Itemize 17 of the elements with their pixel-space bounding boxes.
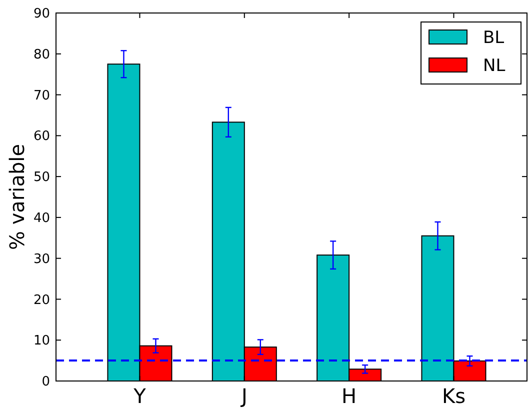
legend-label: NL bbox=[483, 56, 506, 76]
legend-label: BL bbox=[483, 28, 505, 48]
y-tick-label: 80 bbox=[33, 47, 50, 62]
y-tick-label: 60 bbox=[33, 129, 50, 144]
y-tick-label: 10 bbox=[33, 334, 50, 349]
y-tick-label: 70 bbox=[33, 88, 50, 104]
y-axis-title: % variable bbox=[5, 144, 29, 250]
x-tick-label: H bbox=[342, 384, 357, 408]
y-tick-label: 50 bbox=[33, 170, 50, 186]
y-tick-label: 30 bbox=[33, 252, 50, 267]
y-tick-label: 90 bbox=[33, 6, 50, 22]
y-tick-label: 40 bbox=[33, 210, 50, 226]
x-tick-label: Y bbox=[132, 384, 147, 408]
x-tick-label: Ks bbox=[442, 384, 466, 408]
x-tick-label: J bbox=[239, 384, 248, 408]
y-tick-label: 20 bbox=[33, 292, 50, 308]
y-tick-label: 0 bbox=[42, 374, 50, 390]
